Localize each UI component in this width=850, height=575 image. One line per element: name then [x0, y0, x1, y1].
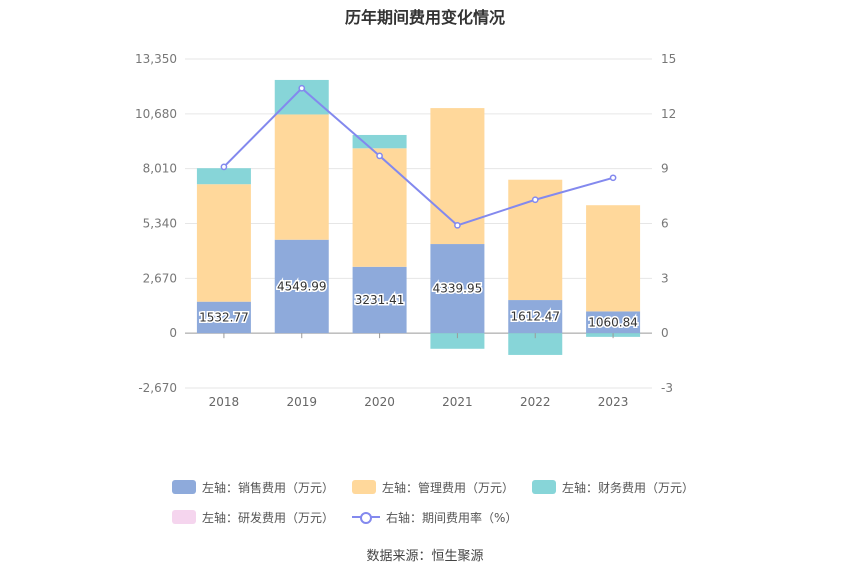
- legend-label: 左轴：研发费用（万元）: [202, 510, 335, 525]
- legend-swatch: [352, 480, 377, 494]
- grid-lines: [185, 58, 652, 389]
- legend-label: 右轴：期间费用率（%）: [386, 510, 518, 525]
- bar-segment: [508, 333, 563, 355]
- right-axis-tick-label: 6: [661, 217, 669, 231]
- bar-data-label: 4549.99: [277, 279, 327, 293]
- x-axis-tick-label: 2018: [209, 395, 240, 409]
- legend-label: 左轴：销售费用（万元）: [202, 480, 335, 495]
- expense-rate-point: [298, 84, 306, 92]
- bar-segment: [352, 134, 407, 149]
- bar-segment: [430, 108, 485, 245]
- right-axis-tick-label: 3: [661, 271, 669, 285]
- legend-item[interactable]: 左轴：管理费用（万元）: [352, 479, 514, 496]
- right-axis-tick-label: -3: [661, 381, 673, 395]
- chart-title: 历年期间费用变化情况: [344, 8, 505, 27]
- left-axis-tick-label: -2,670: [138, 381, 177, 395]
- bar-segment: [508, 300, 563, 334]
- legend-item[interactable]: 右轴：期间费用率（%）: [352, 509, 517, 526]
- legend-swatch: [352, 510, 381, 524]
- legend-item[interactable]: 左轴：研发费用（万元）: [172, 509, 334, 526]
- right-axis-tick-label: 15: [661, 52, 676, 66]
- left-axis-tick-label: 8,010: [143, 162, 177, 176]
- data-labels: 1532.77 4549.99 3231.41 4339.95 1612.47 1060.…: [198, 278, 640, 331]
- bar-segment: [274, 114, 329, 240]
- bar-segment: [586, 311, 641, 334]
- x-axis-tick-label: 2020: [364, 395, 395, 409]
- legend-label: 左轴：财务费用（万元）: [562, 480, 695, 495]
- left-axis-tick-label: 10,680: [135, 107, 177, 121]
- bar-segment: [274, 239, 329, 334]
- legend-item[interactable]: 左轴：销售费用（万元）: [172, 479, 334, 496]
- left-axis-tick-label: 5,340: [143, 217, 177, 231]
- bar-segment: [352, 266, 407, 334]
- bar-segment: [352, 148, 407, 267]
- expense-rate-point: [531, 196, 539, 204]
- bar-layer: [196, 79, 641, 355]
- bar-segment: [196, 184, 251, 302]
- x-axis-tick-label: 2019: [286, 395, 317, 409]
- bar-segment: [196, 168, 251, 185]
- x-axis-tick-label: 2022: [520, 395, 551, 409]
- bar-segment: [430, 333, 485, 349]
- line-layer: [220, 84, 617, 229]
- legend-swatch: [172, 510, 196, 524]
- legend-swatch: [532, 480, 557, 494]
- bar-data-label: 1532.77: [199, 310, 249, 324]
- legend: 左轴：销售费用（万元） 左轴：管理费用（万元） 左轴：财务费用（万元） 左轴：研发费…: [172, 472, 694, 532]
- bar-data-label: 3231.41: [355, 293, 405, 307]
- left-axis-tick-label: 13,350: [135, 52, 177, 66]
- axes: -2,670 0 2,670 5,340 8,010 10,680 13,350 -3 0 3 6 9…: [135, 52, 676, 409]
- expense-rate-line: [223, 86, 614, 227]
- expense-rate-point: [376, 152, 383, 160]
- expense-rate-point: [609, 174, 617, 182]
- bar-segment: [430, 244, 485, 334]
- x-axis-tick-label: 2021: [442, 395, 473, 409]
- bar-data-label: 1612.47: [510, 310, 560, 324]
- bar-segment: [586, 205, 641, 312]
- right-axis-tick-label: 12: [661, 107, 676, 121]
- x-axis-tick-label: 2023: [598, 395, 629, 409]
- left-axis-tick-label: 2,670: [143, 271, 177, 285]
- legend-label: 左轴：管理费用（万元）: [382, 480, 515, 495]
- bar-data-label: 4339.95: [433, 282, 483, 296]
- expense-rate-point: [220, 163, 228, 171]
- bar-segment: [196, 301, 251, 334]
- expense-rate-point: [454, 221, 461, 229]
- source-note: 数据来源：恒生聚源: [366, 549, 484, 564]
- legend-swatch: [172, 480, 196, 494]
- right-axis-tick-label: 9: [661, 162, 669, 176]
- right-axis-tick-label: 0: [661, 326, 669, 340]
- legend-item[interactable]: 左轴：财务费用（万元）: [532, 479, 694, 496]
- bar-data-label: 1060.84: [588, 315, 638, 329]
- left-axis-tick-label: 0: [169, 326, 177, 340]
